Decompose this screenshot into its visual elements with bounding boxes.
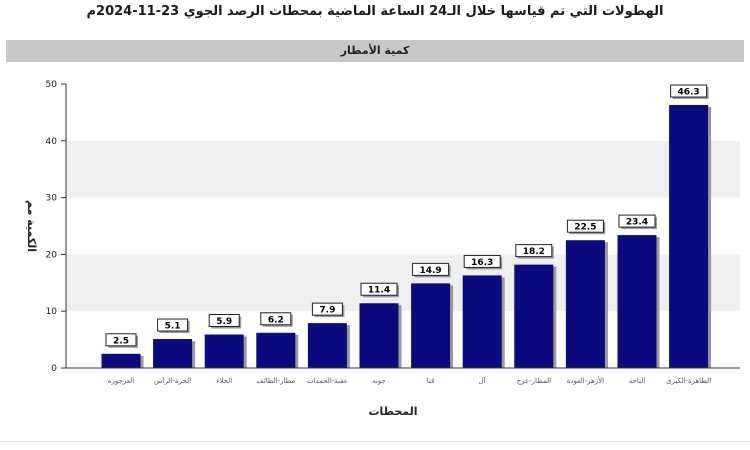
category-label: العرجوزه <box>108 377 134 385</box>
axes-group: 0 10 20 30 40 50 <box>46 80 740 374</box>
value-label-box <box>515 244 553 258</box>
value-label: 5.9 <box>216 317 232 327</box>
rainfall-bar-chart: 0 10 20 30 40 50 2.5 العرجوزه 5.1 الحرة-الراس 5.9… <box>25 80 740 418</box>
bar <box>617 235 657 368</box>
bar <box>307 323 347 368</box>
y-tick-label: 40 <box>46 137 58 147</box>
bar <box>462 275 502 368</box>
category-label: المطار-عرج <box>517 377 552 385</box>
y-tick-label: 50 <box>46 80 58 90</box>
value-label-box <box>618 214 656 228</box>
value-label: 46.3 <box>677 88 699 98</box>
value-label: 7.9 <box>319 306 335 316</box>
chart-subtitle-bar: كمية الأمطار <box>6 40 744 62</box>
category-label: قنا <box>427 377 435 385</box>
category-label: الأزهر-العودة <box>567 376 604 385</box>
y-tick-label: 10 <box>46 307 58 317</box>
value-label-box <box>412 262 450 276</box>
value-label: 11.4 <box>368 286 390 296</box>
x-axis-title: المحطات <box>368 405 417 418</box>
value-label: 23.4 <box>626 218 648 228</box>
value-label: 14.9 <box>419 266 441 276</box>
category-label: مطار-الطائف <box>256 377 295 385</box>
value-label: 22.5 <box>574 223 596 233</box>
value-label: 6.2 <box>268 315 284 325</box>
category-label: الباحة <box>629 377 645 385</box>
bar <box>256 332 296 368</box>
value-label-box <box>105 333 137 347</box>
value-label-box <box>463 254 501 268</box>
value-label: 5.1 <box>165 322 181 332</box>
background-band <box>66 140 740 198</box>
category-label: الخلاء <box>216 377 232 385</box>
y-axis-title: الكمية مم <box>25 200 38 252</box>
y-tick-label: 0 <box>51 364 57 374</box>
category-label: عقبة-الحمدات <box>307 377 348 385</box>
bar <box>153 339 193 368</box>
value-label: 2.5 <box>113 336 129 346</box>
category-label: الطاهرة-الكبرى <box>666 377 711 385</box>
bar <box>359 303 399 368</box>
bar <box>101 353 141 368</box>
value-label-box <box>260 312 292 326</box>
bar <box>204 334 244 368</box>
page-title: الهطولات التي تم قياسها خلال الـ24 الساع… <box>86 4 664 19</box>
category-label: جونه <box>372 377 386 385</box>
value-label-box <box>360 282 398 296</box>
bars-group <box>101 105 712 369</box>
value-label: 18.2 <box>523 247 545 257</box>
category-label: آل <box>479 376 487 385</box>
value-label-box <box>157 318 189 332</box>
value-label-box <box>566 219 604 233</box>
value-label-box <box>311 302 343 316</box>
y-tick-label: 30 <box>46 194 58 204</box>
bottom-divider <box>0 441 750 442</box>
bar <box>565 240 605 368</box>
bar <box>669 105 709 369</box>
labels-group: 2.5 العرجوزه 5.1 الحرة-الراس 5.9 الخلاء 6.2 مطا… <box>105 84 711 385</box>
y-tick-label: 20 <box>46 250 58 260</box>
category-label: الحرة-الراس <box>154 377 191 385</box>
value-label-box <box>208 313 240 327</box>
bar <box>514 264 554 368</box>
value-label: 16.3 <box>471 258 493 268</box>
bar <box>411 283 451 368</box>
value-label-box <box>670 84 708 98</box>
